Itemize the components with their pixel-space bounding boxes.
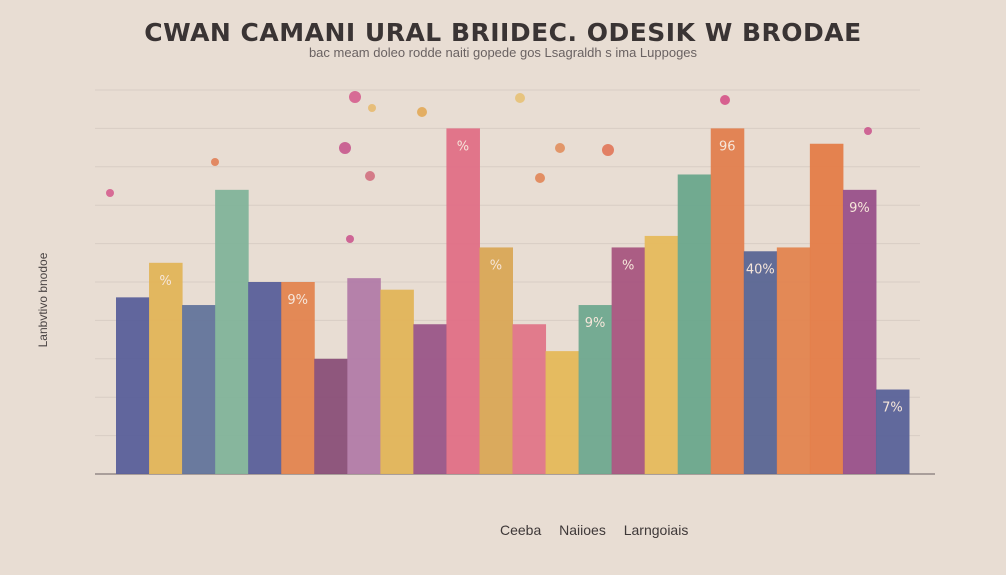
decorative-dot: [106, 189, 114, 197]
decorative-dot: [211, 158, 219, 166]
bar: [611, 247, 646, 474]
bar: [512, 324, 547, 474]
bar: [479, 247, 513, 474]
bar: [446, 128, 480, 474]
chart-title: CWAN CAMANI URAL BRIIDEC. ODESIK W BRODA…: [144, 18, 862, 47]
data-label: 7%: [882, 401, 903, 416]
x-axis-label: Ceeba Naiioes Larngoiais: [500, 522, 689, 538]
data-label: %: [622, 258, 634, 273]
bar: [413, 324, 447, 474]
bar: [842, 189, 877, 474]
data-label: %: [457, 139, 469, 154]
data-label: 9%: [849, 201, 870, 216]
bar: [875, 389, 910, 474]
decorative-dot: [864, 127, 872, 135]
bar: [644, 235, 679, 474]
bar: [149, 262, 183, 474]
decorative-dot: [555, 143, 565, 153]
data-label: 40%: [746, 262, 775, 277]
decorative-dot: [368, 104, 376, 112]
bar: [578, 305, 613, 474]
data-label: 9%: [585, 316, 606, 331]
data-label: %: [490, 258, 502, 273]
bar: [182, 305, 216, 474]
bar: [545, 351, 580, 474]
data-label: %: [159, 274, 171, 289]
bar: [116, 297, 150, 474]
chart-subtitle: bac meam doleo rodde naiti gopede gos Ls…: [308, 45, 698, 60]
bar: [248, 282, 282, 474]
bar: [776, 247, 811, 474]
bar: [347, 278, 381, 474]
decorative-dot: [535, 173, 545, 183]
bar: [281, 282, 315, 474]
data-label: 9%: [287, 293, 308, 308]
decorative-dot: [417, 107, 427, 117]
bar: [215, 189, 249, 474]
decorative-dot: [365, 171, 375, 181]
decorative-dot: [720, 95, 730, 105]
data-label: 96: [719, 139, 736, 154]
bar: [743, 251, 778, 474]
bar: [809, 143, 844, 474]
bar: [677, 174, 712, 475]
bar: [314, 358, 348, 474]
bar: [710, 128, 745, 474]
decorative-dot: [349, 91, 361, 103]
decorative-dot: [339, 142, 351, 154]
bar: [380, 289, 414, 474]
decorative-dot: [346, 235, 354, 243]
decorative-dot: [602, 144, 614, 156]
decorative-dot: [515, 93, 525, 103]
